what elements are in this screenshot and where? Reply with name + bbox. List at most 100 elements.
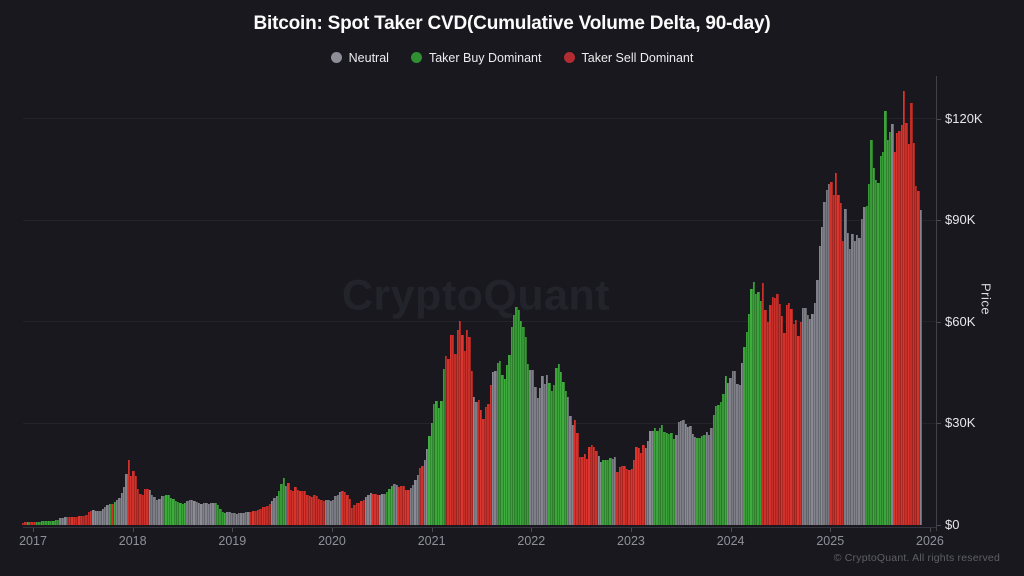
cvd-bar — [186, 501, 189, 525]
cvd-bar — [169, 497, 173, 525]
cvd-bar — [585, 458, 589, 525]
cvd-bar — [846, 232, 850, 525]
cvd-bar — [233, 512, 236, 525]
cvd-bar — [198, 503, 201, 525]
cvd-bar — [191, 499, 194, 525]
cvd-bar — [26, 522, 29, 525]
x-axis-tick-label: 2019 — [218, 534, 247, 548]
cvd-bar — [574, 420, 577, 525]
cvd-bar — [651, 430, 654, 525]
cvd-bar — [151, 495, 154, 525]
cvd-bar — [207, 503, 210, 525]
cvd-bar — [534, 387, 537, 525]
cvd-bar — [616, 472, 619, 525]
cvd-bar — [834, 172, 838, 525]
cvd-bar — [379, 494, 382, 525]
cvd-bar — [80, 516, 83, 525]
cvd-bar — [212, 503, 215, 525]
cvd-bar — [748, 314, 751, 525]
cvd-bar — [555, 367, 558, 525]
cvd-bar — [440, 400, 443, 525]
cvd-bar — [456, 329, 459, 525]
cvd-bar — [386, 491, 389, 525]
cvd-bar — [374, 494, 377, 525]
cvd-bar — [292, 491, 295, 525]
cvd-bar — [21, 522, 25, 525]
cvd-bar — [219, 508, 222, 525]
x-axis-tick — [232, 528, 234, 532]
cvd-bar — [256, 510, 260, 525]
y-axis-tick — [936, 220, 941, 222]
cvd-bar — [879, 155, 882, 525]
cvd-bar — [367, 494, 370, 525]
cvd-bar — [827, 183, 831, 525]
cvd-bar — [71, 516, 74, 525]
cvd-bar — [689, 426, 692, 525]
x-axis-tick-label: 2021 — [417, 534, 446, 548]
legend-item-neutral[interactable]: Neutral — [330, 51, 389, 65]
cvd-bar — [729, 377, 732, 525]
cvd-bar — [562, 382, 565, 525]
cvd-bar — [400, 485, 403, 525]
cvd-bar — [388, 489, 391, 525]
legend: Neutral Taker Buy Dominant Taker Sell Do… — [0, 49, 1024, 66]
cvd-bar — [278, 491, 281, 525]
cvd-bar — [451, 334, 455, 525]
cvd-bar — [679, 420, 683, 525]
cvd-bar — [550, 391, 553, 525]
cvd-bar — [162, 495, 166, 525]
cvd-bar — [106, 505, 109, 525]
taker-sell-swatch-icon — [563, 52, 575, 63]
cvd-bar — [703, 435, 706, 525]
cvd-bar — [524, 336, 528, 525]
cvd-bar — [348, 498, 351, 525]
cvd-bar — [301, 491, 304, 525]
cvd-bar — [273, 498, 276, 525]
cvd-bar — [101, 509, 105, 525]
cvd-bar — [656, 430, 659, 525]
cvd-bar — [740, 363, 744, 525]
cvd-bar — [393, 484, 396, 525]
x-axis-tick — [132, 528, 134, 532]
cvd-bar — [322, 501, 325, 525]
legend-item-taker-buy[interactable]: Taker Buy Dominant — [410, 51, 542, 65]
x-axis-tick — [531, 528, 533, 532]
x-axis-tick-label: 2025 — [816, 534, 845, 548]
cvd-bar — [43, 521, 46, 525]
cvd-bar — [414, 480, 417, 525]
cvd-bar — [172, 499, 175, 525]
cvd-bar — [738, 385, 741, 525]
cvd-bar — [686, 426, 690, 525]
cvd-bar — [623, 466, 626, 525]
x-axis-tick-label: 2026 — [916, 534, 944, 548]
cvd-bar — [809, 319, 812, 525]
cvd-bar — [306, 495, 309, 525]
x-axis-tick — [431, 528, 433, 532]
cvd-bar — [802, 308, 805, 525]
cvd-bar — [158, 499, 161, 525]
legend-item-taker-sell[interactable]: Taker Sell Dominant — [563, 51, 693, 65]
cvd-bar — [837, 195, 840, 525]
cvd-bar — [132, 471, 135, 525]
cvd-bar — [122, 487, 126, 525]
cvd-bar — [569, 415, 572, 525]
cvd-bar — [461, 334, 464, 525]
cvd-bar — [390, 486, 394, 525]
cvd-bar — [604, 460, 607, 525]
cvd-bar — [675, 435, 678, 525]
cvd-bar — [167, 494, 170, 525]
y-axis-tick — [936, 118, 941, 120]
cvd-bar — [57, 519, 60, 525]
cvd-bar — [357, 502, 361, 525]
cvd-bar — [332, 499, 335, 525]
cvd-bar — [867, 183, 871, 525]
cvd-bar — [595, 451, 598, 525]
cvd-bar — [463, 351, 466, 525]
cvd-bar — [61, 517, 65, 525]
cvd-bar — [886, 139, 889, 525]
cvd-bar — [339, 492, 342, 525]
gridline — [23, 321, 936, 323]
cvd-bar — [825, 189, 828, 525]
cvd-bar — [68, 516, 72, 525]
